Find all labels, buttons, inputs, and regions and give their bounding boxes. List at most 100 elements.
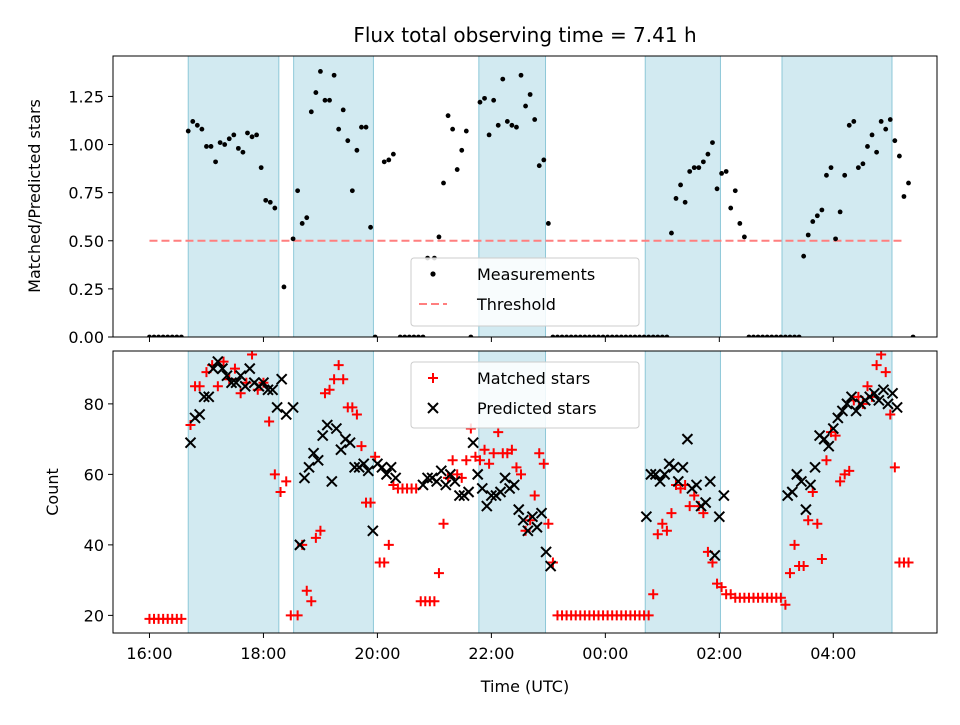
measurement-point bbox=[801, 253, 807, 259]
predicted-stars-point bbox=[485, 489, 498, 502]
predicted-stars-point bbox=[718, 489, 730, 502]
measurement-point bbox=[386, 157, 392, 163]
measurement-point bbox=[190, 119, 196, 124]
predicted-stars-point bbox=[257, 377, 270, 389]
measurement-point bbox=[705, 151, 711, 157]
matched-stars-point bbox=[379, 557, 390, 568]
measurement-point bbox=[824, 172, 829, 178]
top-panel: 0.00 0.25 0.50 0.75 1.00 1.25 Measurements Thre… bbox=[68, 55, 938, 347]
predicted-stars-point bbox=[287, 401, 299, 414]
matched-stars-point bbox=[194, 381, 205, 392]
matched-stars-point bbox=[506, 444, 517, 455]
measurement-point bbox=[573, 334, 579, 337]
measurement-point bbox=[550, 334, 556, 337]
predicted-stars-point bbox=[275, 373, 288, 385]
shaded-interval bbox=[293, 56, 374, 337]
measurement-point bbox=[577, 334, 583, 337]
legend-label: Threshold bbox=[476, 295, 556, 314]
measurement-point bbox=[322, 97, 328, 103]
measurement-point bbox=[532, 117, 538, 122]
matched-stars-point bbox=[264, 416, 275, 427]
matched-stars-point bbox=[538, 458, 549, 469]
measurement-point bbox=[641, 334, 647, 337]
measurement-point bbox=[655, 334, 661, 337]
predicted-stars-point bbox=[207, 362, 220, 375]
matched-stars-point bbox=[707, 557, 718, 568]
measurement-point bbox=[226, 136, 232, 142]
measurement-point bbox=[331, 72, 337, 78]
matched-stars-point bbox=[812, 518, 823, 529]
x-tick-label: 22:00 bbox=[468, 644, 514, 663]
predicted-stars-point bbox=[321, 419, 333, 431]
predicted-stars-point bbox=[836, 405, 849, 417]
measurement-point bbox=[591, 334, 597, 337]
matched-stars-point bbox=[281, 476, 292, 487]
matched-stars-point bbox=[657, 518, 668, 529]
measurement-point bbox=[463, 128, 469, 134]
matched-stars-point bbox=[333, 360, 344, 371]
measurement-point bbox=[165, 334, 171, 337]
matched-stars-point bbox=[479, 444, 490, 455]
measurement-point bbox=[169, 334, 175, 337]
predicted-stars-point bbox=[476, 482, 488, 495]
predicted-stars-point bbox=[358, 458, 370, 470]
matched-stars-point bbox=[447, 455, 458, 466]
measurement-point bbox=[559, 334, 565, 337]
measurement-point bbox=[340, 107, 346, 113]
measurement-point bbox=[354, 147, 360, 153]
predicted-stars-point bbox=[212, 355, 224, 368]
matched-stars-point bbox=[648, 589, 659, 600]
predicted-stars-point bbox=[791, 468, 803, 481]
bottom-panel: 20 40 60 80 16:00 18:00 20:00 22:00 00:00 02:00 04… bbox=[84, 350, 938, 663]
matched-stars-point bbox=[488, 448, 499, 459]
measurement-point bbox=[536, 163, 542, 169]
predicted-stars-point bbox=[367, 525, 379, 537]
measurement-point bbox=[397, 334, 403, 337]
measurement-point bbox=[632, 334, 638, 337]
predicted-stars-point bbox=[494, 486, 507, 498]
matched-stars-point bbox=[306, 596, 317, 607]
measurement-point bbox=[792, 334, 797, 337]
measurement-point bbox=[855, 165, 861, 171]
matched-stars-point bbox=[484, 458, 495, 469]
predicted-stars-point bbox=[827, 422, 839, 435]
measurement-point bbox=[272, 205, 278, 211]
plot-frame bbox=[112, 350, 938, 634]
x-tick-label: 04:00 bbox=[810, 644, 856, 663]
measurement-point bbox=[696, 165, 702, 171]
predicted-stars-point bbox=[198, 391, 210, 403]
predicted-stars-point bbox=[804, 479, 817, 491]
matched-stars-point bbox=[493, 427, 504, 438]
y-tick-label: 40 bbox=[84, 536, 104, 555]
measurement-point bbox=[295, 188, 301, 194]
measurement-point bbox=[402, 334, 408, 337]
measurement-point bbox=[883, 126, 889, 132]
matched-stars-point bbox=[661, 525, 672, 536]
measurement-point bbox=[564, 334, 569, 337]
measurement-point bbox=[751, 334, 756, 337]
measurement-point bbox=[609, 334, 615, 337]
measurement-point bbox=[596, 334, 601, 337]
measurement-point bbox=[741, 234, 747, 240]
matched-stars-point bbox=[816, 553, 827, 564]
measurement-point bbox=[605, 334, 611, 337]
predicted-stars-point bbox=[193, 408, 206, 421]
x-tick-label: 18:00 bbox=[240, 644, 286, 663]
plot-area bbox=[144, 351, 914, 633]
matched-stars-point bbox=[643, 610, 654, 621]
measurement-point bbox=[527, 92, 533, 97]
matched-stars-point bbox=[689, 490, 700, 501]
matched-stars-point bbox=[885, 409, 896, 420]
measurement-point bbox=[582, 334, 588, 337]
predicted-stars-point bbox=[230, 377, 242, 389]
predicted-stars-point bbox=[435, 465, 447, 477]
measurement-point bbox=[874, 149, 879, 155]
matched-stars-point bbox=[516, 469, 527, 480]
matched-stars-point bbox=[652, 529, 663, 540]
predicted-stars-point bbox=[540, 546, 552, 558]
matched-stars-point bbox=[807, 487, 818, 497]
measurement-point bbox=[769, 334, 775, 337]
predicted-stars-point bbox=[453, 489, 466, 502]
predicted-stars-point bbox=[216, 362, 229, 375]
predicted-stars-point bbox=[640, 510, 653, 523]
